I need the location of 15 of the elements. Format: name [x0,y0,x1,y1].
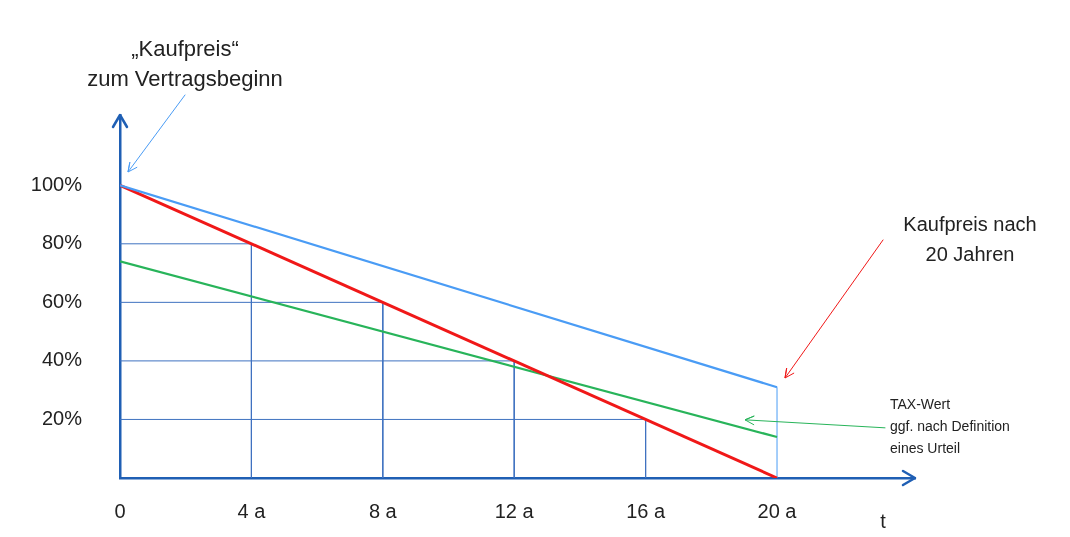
y-tick-label: 100% [30,172,83,195]
x-tick-label: 0 [114,499,126,522]
x-tick-label: 16 a [626,499,666,522]
x-tick-label: 8 a [368,499,398,522]
x-axis-title: t [880,509,887,532]
text: „Kaufpreis“ zum Vertragsbeginn [87,36,283,92]
x-tick-label: 4 a [237,499,267,522]
y-tick-label: 40% [41,348,83,371]
annotation: Kaufpreis nach 20 Jahren [903,212,1037,265]
y-tick-label: 60% [41,289,83,312]
y-tick-label: 20% [41,406,83,429]
annotation: TAX-Wert ggf. nach Definition eines Urteil [890,395,1010,456]
y-tick-label: 80% [41,231,83,254]
x-tick-label: 12 a [494,499,535,522]
x-tick-label: 20 a [757,499,798,522]
